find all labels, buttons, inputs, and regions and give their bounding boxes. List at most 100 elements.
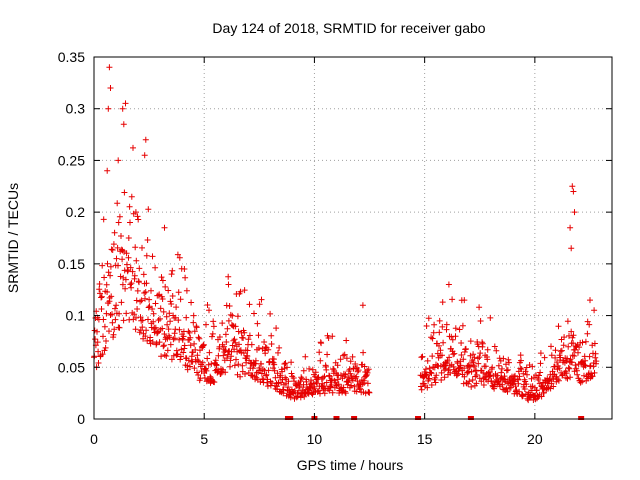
data-point [118,233,124,239]
data-point [135,216,142,223]
data-point [548,343,554,350]
data-point [495,362,502,369]
data-point [174,351,181,358]
data-point [506,359,512,366]
data-point [224,325,231,332]
data-point [96,286,103,293]
data-point [461,365,468,372]
data-point [359,302,366,309]
data-point [153,340,160,347]
data-point [325,335,332,341]
data-point [195,334,202,341]
data-point [148,287,154,294]
data-point [436,317,443,324]
data-point [586,353,593,360]
data-point [160,308,167,315]
x-tick-label: 20 [527,431,543,447]
data-point [475,360,482,367]
data-point [167,341,174,348]
data-point [227,357,234,364]
data-point [517,352,524,359]
data-point [541,354,548,361]
data-point [123,310,130,317]
data-point [433,372,440,379]
data-point [121,248,127,255]
data-point [535,376,542,383]
data-point [119,105,126,112]
data-point [100,316,107,323]
data-point [352,375,359,381]
data-point [418,354,425,361]
data-point [161,352,168,358]
data-point [309,366,316,373]
data-point [334,362,341,369]
data-point [232,339,239,346]
data-point [116,213,123,220]
data-point [137,327,144,334]
data-point [149,253,156,260]
data-point [186,329,193,336]
data-point [557,348,564,355]
data-point [130,316,137,323]
data-point [277,372,284,379]
data-point [141,290,148,296]
data-point [518,366,525,373]
data-point [119,256,126,263]
data-point [98,294,105,301]
data-point [111,229,118,236]
data-point [96,281,103,287]
data-point [263,371,270,378]
data-point [221,343,227,350]
data-point [584,330,591,337]
data-point [591,307,598,314]
data-point [276,344,283,351]
data-point [438,377,445,383]
data-point [94,328,100,335]
data-point [498,369,505,376]
data-point [321,373,328,380]
data-point [99,351,106,358]
data-point [428,382,435,388]
data-point [258,360,265,367]
data-point [150,310,157,317]
data-point [129,268,136,275]
data-point [550,383,557,390]
data-point [125,235,132,241]
data-point [317,357,324,364]
data-point [114,244,121,251]
data-point [167,298,174,305]
data-point [480,369,487,376]
data-point [285,384,292,391]
data-point [143,327,150,334]
data-point [103,281,110,288]
data-point [145,316,151,323]
data-point [424,357,431,364]
data-point [139,317,146,324]
data-point [511,378,518,385]
data-point [176,254,183,261]
data-point [123,250,130,257]
data-point [159,325,166,332]
data-point [152,324,159,331]
data-point [264,383,271,390]
data-point [564,375,571,382]
data-point [105,105,112,112]
data-point [552,347,559,354]
data-point [270,356,277,363]
data-point [203,367,210,374]
data-point [503,367,510,374]
data-point [183,314,190,321]
data-point [477,318,484,324]
data-point [318,340,325,347]
data-point [521,386,528,392]
data-point [185,328,192,335]
data-point [527,391,534,398]
data-point [427,369,434,376]
data-point [226,303,233,309]
data-point [440,339,447,346]
data-point [548,352,555,359]
data-point [326,387,333,394]
data-point [443,321,450,328]
data-point [183,287,190,294]
data-point [205,361,212,368]
